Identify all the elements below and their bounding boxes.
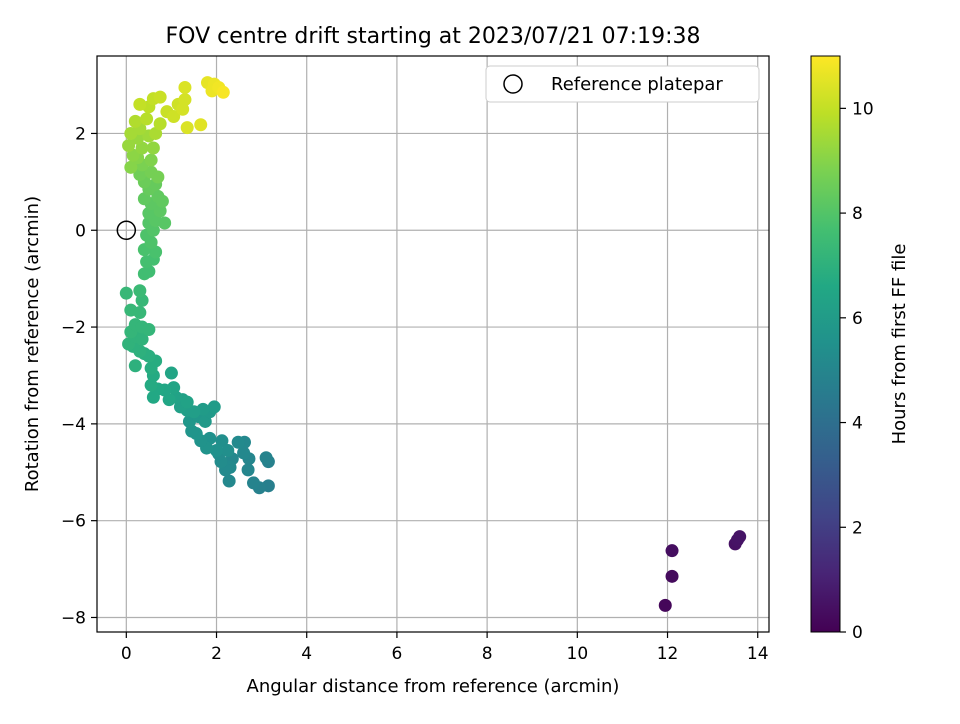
data-point (733, 530, 746, 543)
colorbar-tick-label: 6 (852, 309, 863, 329)
data-point (181, 121, 194, 134)
data-point (145, 154, 158, 167)
legend: Reference platepar (486, 66, 759, 102)
x-tick-label: 14 (747, 644, 769, 664)
data-point (142, 323, 155, 336)
x-axis-ticks: 0 2 4 6 8 10 12 14 (121, 632, 769, 664)
chart-title: FOV centre drift starting at 2023/07/21 … (166, 24, 701, 49)
colorbar-ticks: 0 2 4 6 8 10 (840, 99, 874, 643)
data-point (133, 306, 146, 319)
x-tick-label: 10 (567, 644, 589, 664)
data-point (232, 436, 245, 449)
x-tick-label: 2 (211, 644, 222, 664)
x-tick-label: 4 (301, 644, 312, 664)
data-point (181, 396, 194, 409)
data-point (147, 391, 160, 404)
data-point (178, 81, 191, 94)
x-tick-label: 12 (657, 644, 679, 664)
data-point (158, 216, 171, 229)
data-point (242, 463, 255, 476)
data-point (156, 195, 169, 208)
data-point (208, 400, 221, 413)
data-point (666, 570, 679, 583)
y-tick-label: 2 (75, 124, 86, 144)
legend-entry-reference-platepar: Reference platepar (551, 74, 723, 95)
colorbar: 0 2 4 6 8 10 Hours from first FF file (811, 56, 910, 643)
x-axis-label: Angular distance from reference (arcmin) (247, 676, 620, 697)
colorbar-tick-label: 4 (852, 414, 863, 434)
data-point (666, 544, 679, 557)
data-point (260, 451, 273, 464)
x-tick-label: 8 (482, 644, 493, 664)
data-point (659, 599, 672, 612)
y-tick-label: 0 (75, 221, 86, 241)
data-point (129, 359, 142, 372)
data-point (129, 115, 142, 128)
x-tick-label: 6 (392, 644, 403, 664)
data-point (140, 112, 153, 125)
colorbar-tick-label: 8 (852, 204, 863, 224)
data-point (154, 117, 167, 130)
y-axis-label: Rotation from reference (arcmin) (22, 196, 43, 492)
x-tick-label: 0 (121, 644, 132, 664)
data-point (151, 171, 164, 184)
colorbar-tick-label: 10 (852, 99, 874, 119)
data-point (154, 91, 167, 104)
data-point (221, 444, 234, 457)
data-point (194, 118, 207, 131)
data-point (140, 255, 153, 268)
data-point (133, 284, 146, 297)
data-point (120, 287, 133, 300)
data-point (165, 367, 178, 380)
colorbar-gradient (811, 56, 840, 632)
colorbar-label: Hours from first FF file (889, 244, 910, 445)
y-tick-label: −6 (61, 512, 86, 532)
colorbar-tick-label: 0 (852, 623, 863, 643)
data-point (124, 161, 137, 174)
y-tick-label: −2 (61, 318, 86, 338)
data-point (247, 476, 260, 489)
colorbar-tick-label: 2 (852, 518, 863, 538)
data-point (223, 474, 236, 487)
data-points (120, 76, 746, 612)
data-point (178, 93, 191, 106)
y-tick-label: −4 (61, 415, 86, 435)
data-point (217, 86, 230, 99)
y-tick-label: −8 (61, 608, 86, 628)
y-axis-ticks: −8 −6 −4 −2 0 2 (61, 124, 97, 628)
data-point (147, 141, 160, 154)
data-point (133, 98, 146, 111)
